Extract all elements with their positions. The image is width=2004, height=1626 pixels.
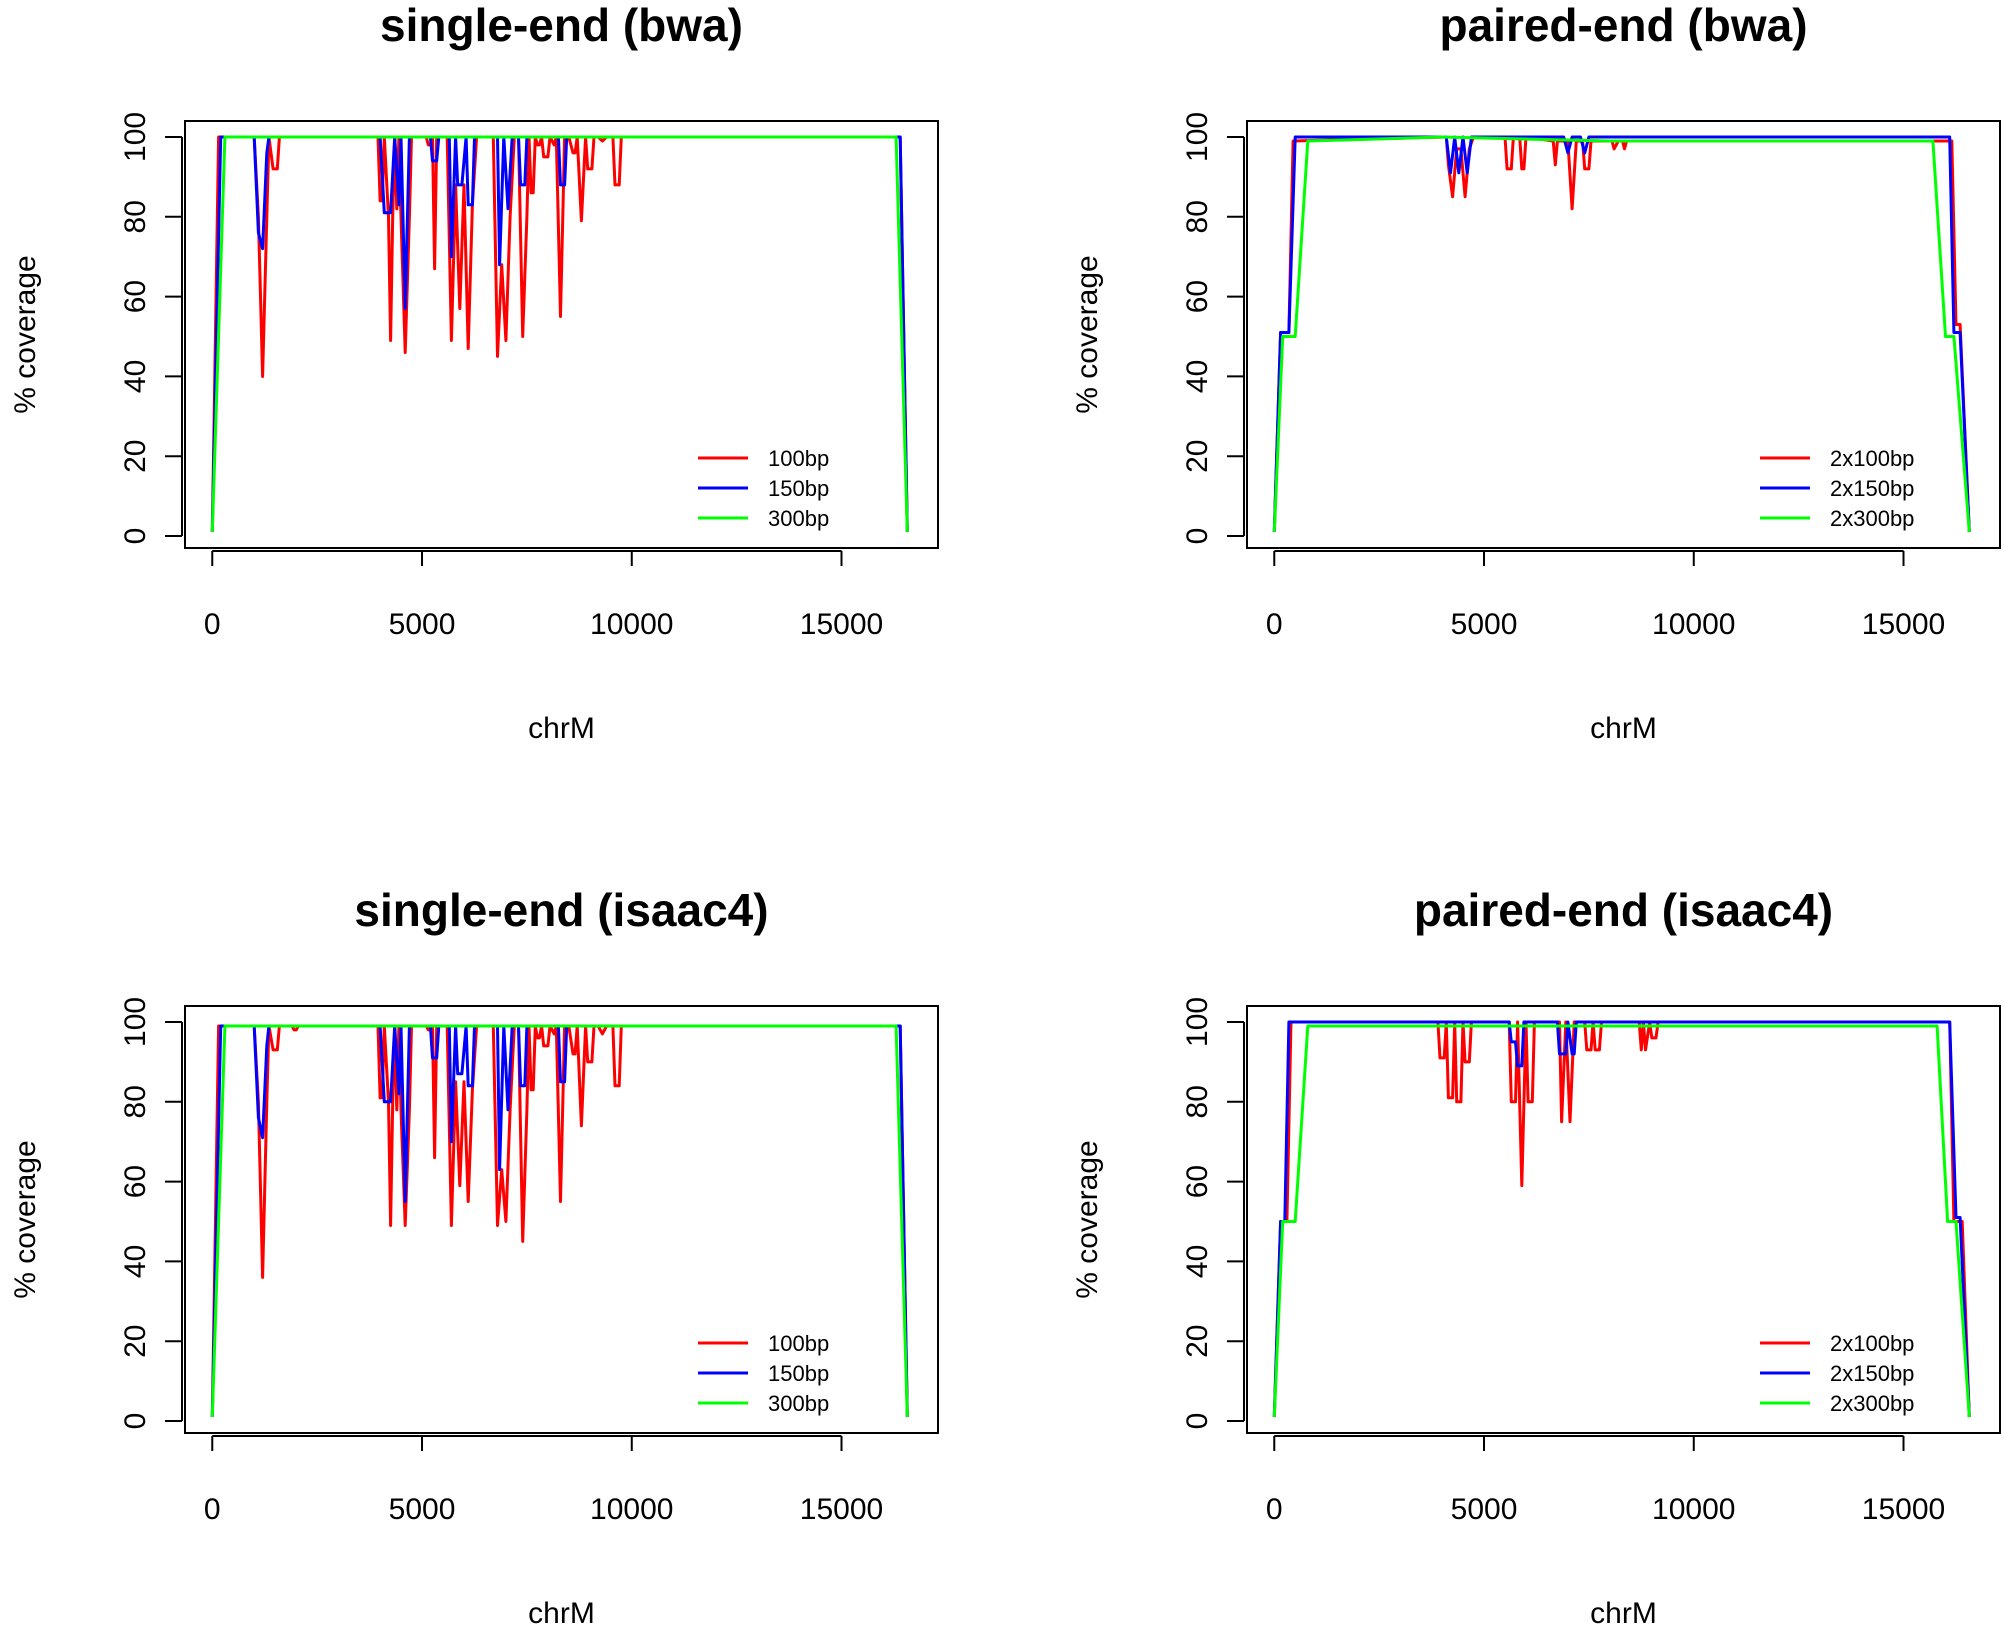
y-tick-label: 80 [119,1085,152,1118]
series-line-150bp [210,1024,909,1418]
series-line-2x150bp [1272,1020,1971,1418]
x-tick-label: 15000 [1862,608,1945,641]
legend-label: 2x300bp [1830,1391,1914,1416]
x-axis-label: chrM [528,1597,595,1626]
x-tick-label: 15000 [800,608,883,641]
y-tick-label: 20 [119,440,152,473]
legend-label: 100bp [768,1331,829,1356]
y-tick-label: 0 [1181,528,1214,545]
legend-label: 2x100bp [1830,446,1914,471]
chart-title: paired-end (isaac4) [1414,884,1833,936]
y-tick-label: 0 [1181,1413,1214,1430]
y-tick-label: 100 [1181,997,1214,1047]
y-tick-label: 60 [119,280,152,313]
y-tick-label: 100 [119,112,152,162]
chart-title: single-end (isaac4) [354,884,768,936]
series-line-100bp [210,135,909,533]
x-tick-label: 10000 [590,1493,673,1526]
x-axis-label: chrM [1590,1597,1657,1626]
series-line-2x100bp [1272,1020,1971,1418]
y-tick-label: 100 [1181,112,1214,162]
x-tick-label: 0 [204,1493,221,1526]
chart-panel-3: single-end (isaac4) 0 5000 10000 15000 0 20 40 6… [9,884,939,1626]
x-tick-label: 0 [1266,1493,1283,1526]
y-tick-label: 20 [1181,1325,1214,1358]
y-tick-label: 80 [1181,1085,1214,1118]
y-tick-label: 100 [119,997,152,1047]
y-tick-label: 60 [119,1165,152,1198]
series-line-2x150bp [1272,135,1971,533]
x-tick-label: 0 [1266,608,1283,641]
chart-title: paired-end (bwa) [1439,0,1807,51]
legend-label: 2x150bp [1830,476,1914,501]
x-tick-label: 5000 [1451,1493,1518,1526]
legend-label: 150bp [768,1361,829,1386]
y-tick-label: 40 [119,1245,152,1278]
x-tick-label: 0 [204,608,221,641]
chart-title: single-end (bwa) [380,0,743,51]
y-axis-label: % coverage [1071,255,1104,413]
y-tick-label: 40 [119,360,152,393]
series-line-300bp [210,135,909,533]
y-axis-label: % coverage [9,255,42,413]
x-tick-label: 5000 [389,608,456,641]
series-line-300bp [210,1024,909,1418]
plot-frame [1246,1005,2001,1434]
series-line-150bp [210,135,909,533]
y-tick-label: 40 [1181,360,1214,393]
legend-label: 2x100bp [1830,1331,1914,1356]
series-line-100bp [210,1024,909,1418]
y-tick-label: 20 [1181,440,1214,473]
series-line-2x100bp [1272,135,1971,533]
y-tick-label: 80 [119,200,152,233]
legend-label: 2x150bp [1830,1361,1914,1386]
x-tick-label: 5000 [1451,608,1518,641]
legend-label: 300bp [768,506,829,531]
legend-label: 150bp [768,476,829,501]
chart-panel-1: single-end (bwa) 0 5000 10000 15000 0 20 40 60 80… [9,0,939,745]
y-tick-label: 20 [119,1325,152,1358]
y-tick-label: 60 [1181,1165,1214,1198]
x-axis-label: chrM [528,712,595,745]
plot-frame [1246,120,2001,549]
chart-panel-2: paired-end (bwa) 0 5000 10000 15000 0 20 40 60 80… [1071,0,2001,745]
y-axis-label: % coverage [9,1140,42,1298]
y-tick-label: 60 [1181,280,1214,313]
series-line-2x300bp [1272,1024,1971,1418]
x-tick-label: 5000 [389,1493,456,1526]
y-tick-label: 80 [1181,200,1214,233]
legend-label: 300bp [768,1391,829,1416]
x-tick-label: 15000 [1862,1493,1945,1526]
y-tick-label: 40 [1181,1245,1214,1278]
y-tick-label: 0 [119,528,152,545]
x-axis-label: chrM [1590,712,1657,745]
series-line-2x300bp [1272,135,1971,533]
legend-label: 100bp [768,446,829,471]
x-tick-label: 15000 [800,1493,883,1526]
x-tick-label: 10000 [1652,1493,1735,1526]
x-tick-label: 10000 [1652,608,1735,641]
x-tick-label: 10000 [590,608,673,641]
y-tick-label: 0 [119,1413,152,1430]
plot-frame [184,1005,939,1434]
plot-frame [184,120,939,549]
legend-label: 2x300bp [1830,506,1914,531]
chart-panel-4: paired-end (isaac4) 0 5000 10000 15000 0 20 40 6… [1071,884,2001,1626]
y-axis-label: % coverage [1071,1140,1104,1298]
